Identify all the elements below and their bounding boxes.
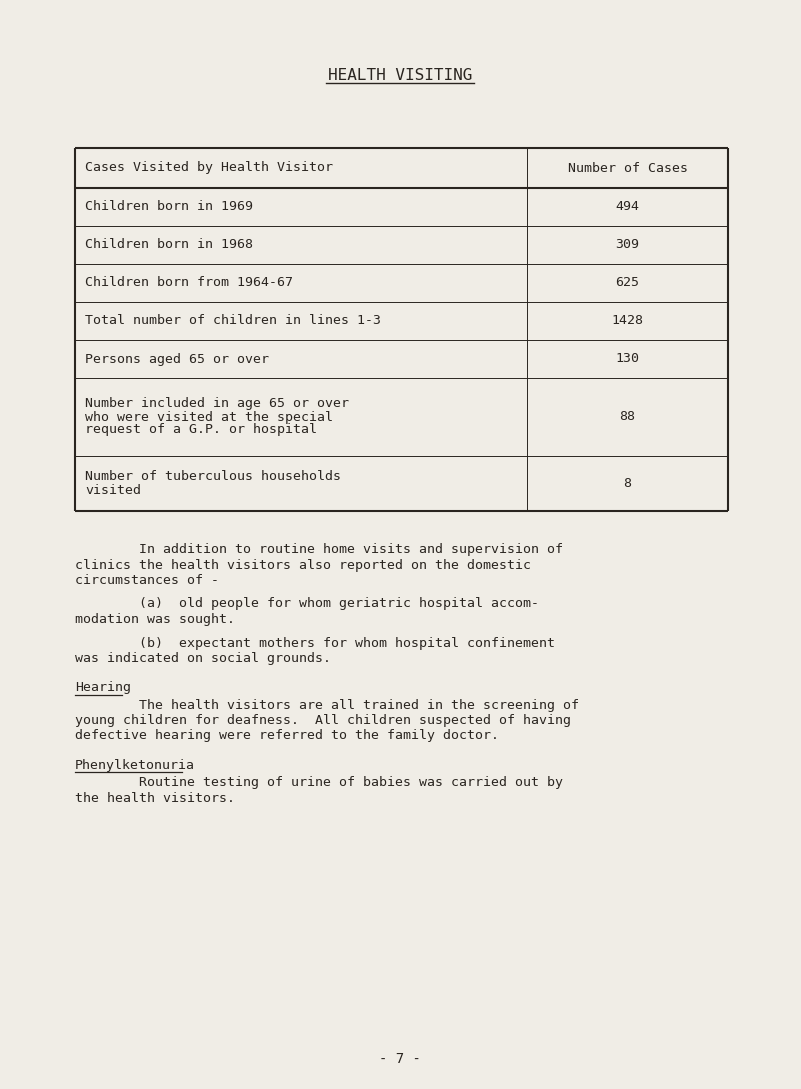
Text: Phenylketonuria: Phenylketonuria xyxy=(75,759,195,772)
Text: was indicated on social grounds.: was indicated on social grounds. xyxy=(75,652,331,665)
Text: 494: 494 xyxy=(615,200,639,213)
Text: The health visitors are all trained in the screening of: The health visitors are all trained in t… xyxy=(75,698,579,711)
Text: 88: 88 xyxy=(619,411,635,424)
Text: Total number of children in lines 1-3: Total number of children in lines 1-3 xyxy=(85,315,381,328)
Text: visited: visited xyxy=(85,484,141,497)
Text: 625: 625 xyxy=(615,277,639,290)
Text: (b)  expectant mothers for whom hospital confinement: (b) expectant mothers for whom hospital … xyxy=(75,636,555,649)
Text: Number of tuberculous households: Number of tuberculous households xyxy=(85,470,341,484)
Text: 309: 309 xyxy=(615,238,639,252)
Text: Number of Cases: Number of Cases xyxy=(567,161,687,174)
Text: request of a G.P. or hospital: request of a G.P. or hospital xyxy=(85,424,317,437)
Text: the health visitors.: the health visitors. xyxy=(75,792,235,805)
Text: modation was sought.: modation was sought. xyxy=(75,613,235,626)
Text: Children born in 1969: Children born in 1969 xyxy=(85,200,253,213)
Text: Routine testing of urine of babies was carried out by: Routine testing of urine of babies was c… xyxy=(75,776,563,790)
Text: who were visited at the special: who were visited at the special xyxy=(85,411,333,424)
Text: defective hearing were referred to the family doctor.: defective hearing were referred to the f… xyxy=(75,730,499,743)
Text: Children born from 1964-67: Children born from 1964-67 xyxy=(85,277,293,290)
Text: (a)  old people for whom geriatric hospital accom-: (a) old people for whom geriatric hospit… xyxy=(75,598,539,611)
Text: Persons aged 65 or over: Persons aged 65 or over xyxy=(85,353,269,366)
Text: 8: 8 xyxy=(623,477,631,490)
Text: In addition to routine home visits and supervision of: In addition to routine home visits and s… xyxy=(75,543,563,556)
Text: - 7 -: - 7 - xyxy=(379,1052,421,1066)
Text: circumstances of -: circumstances of - xyxy=(75,574,219,587)
Text: Number included in age 65 or over: Number included in age 65 or over xyxy=(85,397,349,411)
Text: clinics the health visitors also reported on the domestic: clinics the health visitors also reporte… xyxy=(75,559,531,572)
Text: HEALTH VISITING: HEALTH VISITING xyxy=(328,68,472,83)
Text: Hearing: Hearing xyxy=(75,682,131,695)
Text: young children for deafness.  All children suspected of having: young children for deafness. All childre… xyxy=(75,714,571,727)
Text: Children born in 1968: Children born in 1968 xyxy=(85,238,253,252)
Text: Cases Visited by Health Visitor: Cases Visited by Health Visitor xyxy=(85,161,333,174)
Text: 1428: 1428 xyxy=(611,315,643,328)
Text: 130: 130 xyxy=(615,353,639,366)
